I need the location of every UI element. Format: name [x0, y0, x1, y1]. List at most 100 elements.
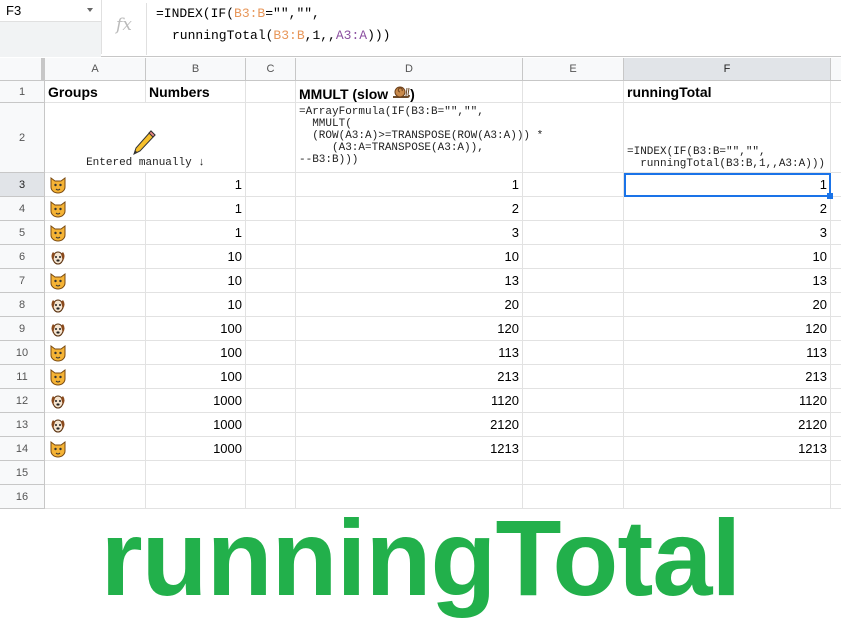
cell-B16[interactable]	[146, 485, 246, 509]
cell-C2[interactable]	[246, 103, 296, 173]
column-header-F[interactable]: F	[624, 58, 831, 81]
cell-F6[interactable]: 10	[624, 245, 831, 269]
cell-A2-merged[interactable]: Entered manually ↓	[45, 103, 246, 173]
cell-G3[interactable]	[831, 173, 841, 197]
select-all-corner[interactable]	[0, 58, 45, 81]
cell-E7[interactable]	[523, 269, 624, 293]
cell-D6[interactable]: 10	[296, 245, 523, 269]
column-header-E[interactable]: E	[523, 58, 624, 81]
cell-B10[interactable]: 100	[146, 341, 246, 365]
cell-G4[interactable]	[831, 197, 841, 221]
cell-C12[interactable]	[246, 389, 296, 413]
cell-D16[interactable]	[296, 485, 523, 509]
cell-C5[interactable]	[246, 221, 296, 245]
chevron-down-icon[interactable]	[87, 8, 93, 15]
formula-input[interactable]: =INDEX(IF(B3:B="","", runningTotal(B3:B,…	[146, 3, 390, 55]
cell-C6[interactable]	[246, 245, 296, 269]
cell-B14[interactable]: 1000	[146, 437, 246, 461]
row-header-4[interactable]: 4	[0, 197, 45, 221]
cell-F15[interactable]	[624, 461, 831, 485]
cell-B12[interactable]: 1000	[146, 389, 246, 413]
cell-A4[interactable]	[45, 197, 146, 221]
cell-G6[interactable]	[831, 245, 841, 269]
cell-E12[interactable]	[523, 389, 624, 413]
cell-B8[interactable]: 10	[146, 293, 246, 317]
cell-C14[interactable]	[246, 437, 296, 461]
cell-B3[interactable]: 1	[146, 173, 246, 197]
cell-G8[interactable]	[831, 293, 841, 317]
cell-F10[interactable]: 113	[624, 341, 831, 365]
cell-D2[interactable]: =ArrayFormula(IF(B3:B="","", MMULT( (ROW…	[296, 103, 543, 173]
row-header-14[interactable]: 14	[0, 437, 45, 461]
cell-A3[interactable]	[45, 173, 146, 197]
cell-E16[interactable]	[523, 485, 624, 509]
cell-D10[interactable]: 113	[296, 341, 523, 365]
cell-D1[interactable]: MMULT (slow )	[296, 81, 523, 103]
cell-G10[interactable]	[831, 341, 841, 365]
column-header-C[interactable]: C	[246, 58, 296, 81]
cell-E3[interactable]	[523, 173, 624, 197]
cell-B11[interactable]: 100	[146, 365, 246, 389]
row-header-11[interactable]: 11	[0, 365, 45, 389]
cell-C7[interactable]	[246, 269, 296, 293]
row-header-7[interactable]: 7	[0, 269, 45, 293]
row-header-8[interactable]: 8	[0, 293, 45, 317]
row-header-3[interactable]: 3	[0, 173, 45, 197]
cell-C10[interactable]	[246, 341, 296, 365]
cell-D12[interactable]: 1120	[296, 389, 523, 413]
column-header-D[interactable]: D	[296, 58, 523, 81]
row-header-1[interactable]: 1	[0, 81, 45, 103]
cell-G2[interactable]	[831, 103, 841, 173]
cell-G16[interactable]	[831, 485, 841, 509]
row-header-2[interactable]: 2	[0, 103, 45, 173]
cell-E10[interactable]	[523, 341, 624, 365]
cell-A6[interactable]	[45, 245, 146, 269]
row-header-16[interactable]: 16	[0, 485, 45, 509]
cell-F14[interactable]: 1213	[624, 437, 831, 461]
row-header-10[interactable]: 10	[0, 341, 45, 365]
cell-B6[interactable]: 10	[146, 245, 246, 269]
fill-handle[interactable]	[827, 193, 833, 199]
cell-C8[interactable]	[246, 293, 296, 317]
cell-E9[interactable]	[523, 317, 624, 341]
cell-C9[interactable]	[246, 317, 296, 341]
cell-F5[interactable]: 3	[624, 221, 831, 245]
cell-E14[interactable]	[523, 437, 624, 461]
cell-G7[interactable]	[831, 269, 841, 293]
cell-A7[interactable]	[45, 269, 146, 293]
cell-C4[interactable]	[246, 197, 296, 221]
cell-C11[interactable]	[246, 365, 296, 389]
cell-F11[interactable]: 213	[624, 365, 831, 389]
cell-E4[interactable]	[523, 197, 624, 221]
cell-F7[interactable]: 13	[624, 269, 831, 293]
cell-A13[interactable]	[45, 413, 146, 437]
cell-D15[interactable]	[296, 461, 523, 485]
row-header-6[interactable]: 6	[0, 245, 45, 269]
row-header-12[interactable]: 12	[0, 389, 45, 413]
cell-G1[interactable]	[831, 81, 841, 103]
cell-G14[interactable]	[831, 437, 841, 461]
cell-B4[interactable]: 1	[146, 197, 246, 221]
cell-E11[interactable]	[523, 365, 624, 389]
cell-A12[interactable]	[45, 389, 146, 413]
row-header-5[interactable]: 5	[0, 221, 45, 245]
cell-G5[interactable]	[831, 221, 841, 245]
cell-G9[interactable]	[831, 317, 841, 341]
cell-A9[interactable]	[45, 317, 146, 341]
cell-D4[interactable]: 2	[296, 197, 523, 221]
cell-A15[interactable]	[45, 461, 146, 485]
cell-E2[interactable]	[523, 103, 624, 173]
column-header-A[interactable]: A	[45, 58, 146, 81]
cell-D14[interactable]: 1213	[296, 437, 523, 461]
row-header-13[interactable]: 13	[0, 413, 45, 437]
column-header-G[interactable]	[831, 58, 841, 81]
cell-F2[interactable]: =INDEX(IF(B3:B="","", runningTotal(B3:B,…	[624, 103, 831, 173]
cell-E8[interactable]	[523, 293, 624, 317]
cell-B15[interactable]	[146, 461, 246, 485]
column-header-B[interactable]: B	[146, 58, 246, 81]
cell-F16[interactable]	[624, 485, 831, 509]
cell-B9[interactable]: 100	[146, 317, 246, 341]
cell-G12[interactable]	[831, 389, 841, 413]
cell-F8[interactable]: 20	[624, 293, 831, 317]
selected-cell-F3[interactable]	[624, 173, 833, 199]
